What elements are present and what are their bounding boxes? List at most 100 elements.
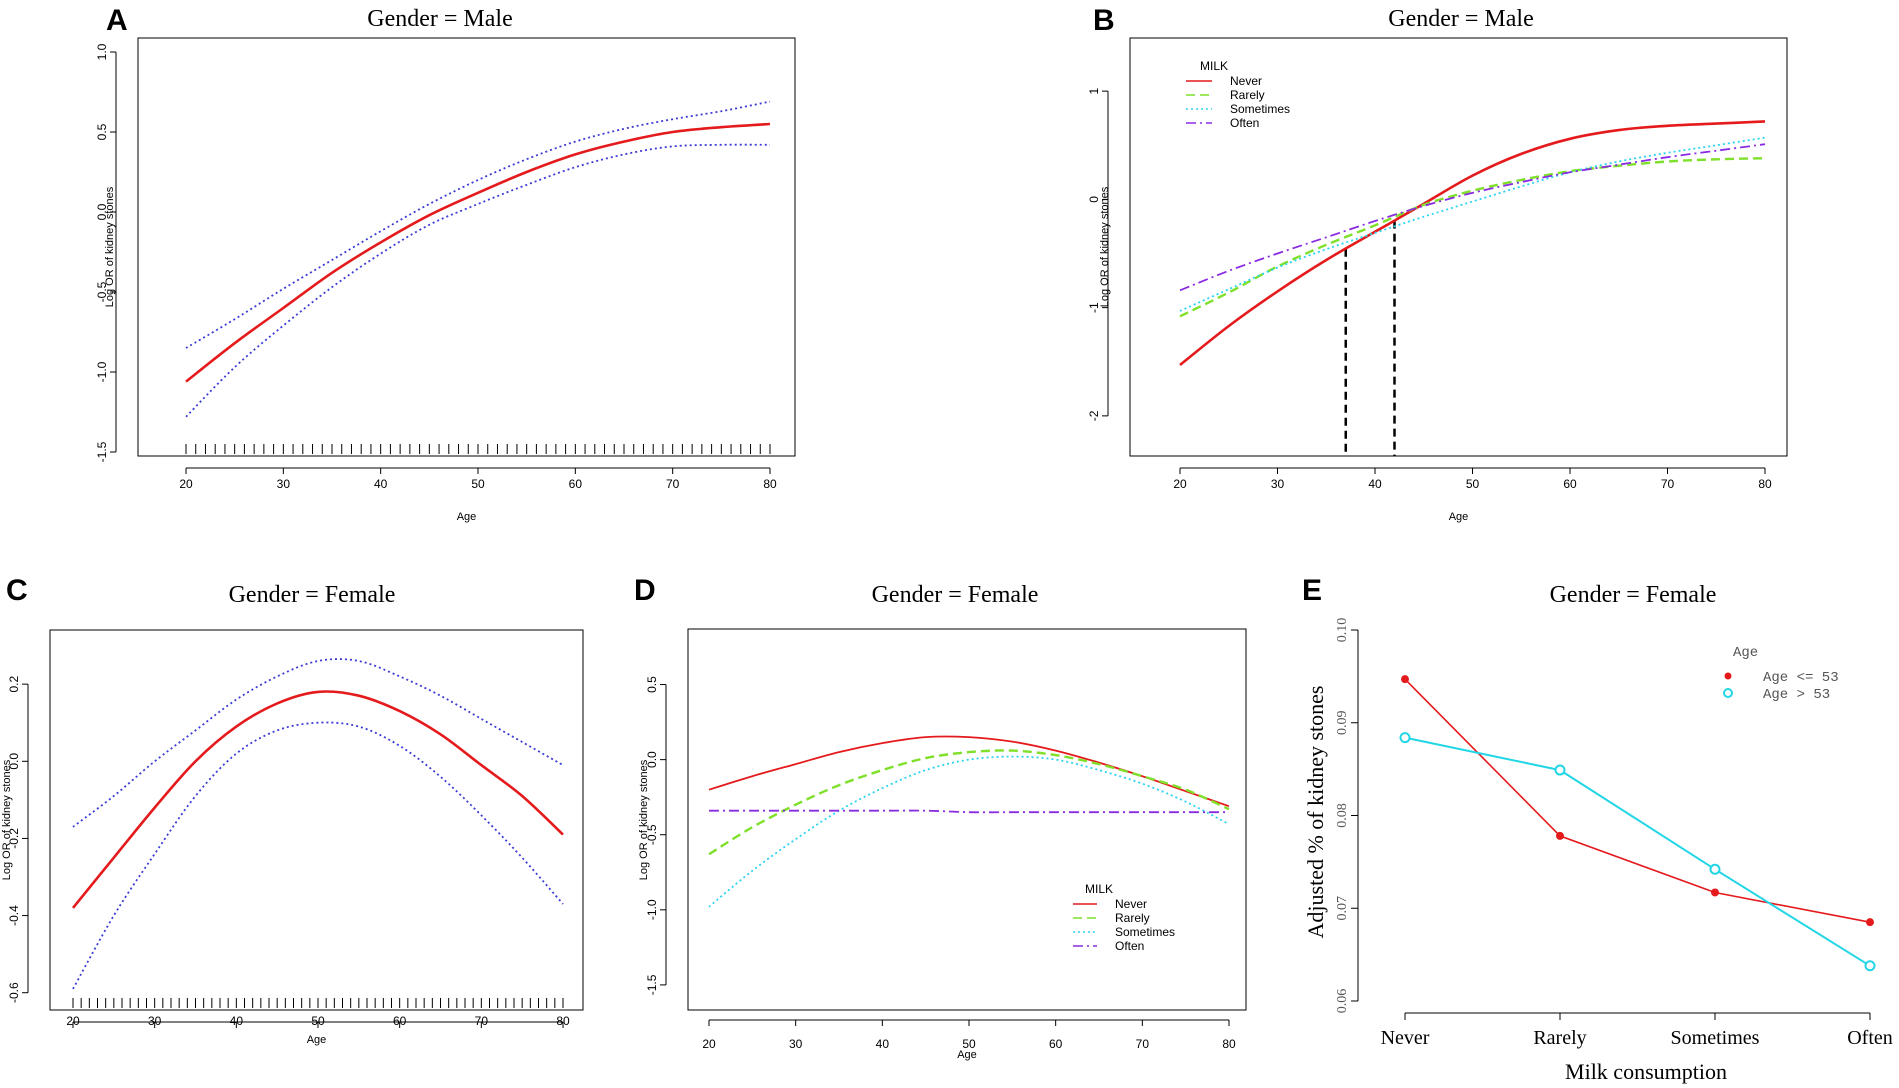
panel-b-legend-title: MILK (1200, 59, 1228, 73)
panel-e-series-line (1404, 678, 1871, 923)
panel-e-x-tick-label: Never (1381, 1027, 1430, 1049)
panel-d-legend-label: Rarely (1115, 911, 1150, 925)
panel-a-y-axis-title: Log OR of kidney stones (104, 186, 116, 307)
panel-a-y-tick-label: -0.5 (95, 281, 109, 302)
panel-d-x-tick-label: 60 (1049, 1037, 1063, 1051)
panel-a-x-axis-title: Age (457, 511, 477, 523)
panel-a-y-tick-label: 1.0 (95, 43, 109, 60)
panel-a-x-tick-label: 40 (374, 477, 388, 491)
panel-b-x-tick-label: 80 (1758, 477, 1772, 491)
panel-e-point (1711, 888, 1719, 897)
panel-d-legend-title: MILK (1085, 882, 1113, 896)
panel-d-plot: -1.5 -1.0 -0.5 0.0 0.5 20 30 40 50 60 70 80 Age Log O… (638, 628, 1247, 1061)
panel-d-series-sometimes-line (708, 755, 1230, 908)
panel-e-point (1864, 960, 1876, 972)
panel-e-point (1401, 675, 1409, 684)
panel-e-legend-label: Age > 53 (1763, 687, 1830, 703)
panel-e-point (1556, 831, 1564, 840)
panel-c-y-tick-label: 0.0 (7, 753, 21, 770)
panel-b-y-tick-label: -2 (1087, 410, 1101, 421)
panel-b-y-tick-label: -1 (1087, 302, 1101, 313)
panel-d-y-tick-label: -1.5 (645, 974, 659, 995)
panel-a-y-tick-label: 0.5 (95, 123, 109, 140)
panel-e-y-tick-label: 0.09 (1335, 711, 1350, 736)
panel-b-y-axis-title: Log OR of kidney stones (1099, 186, 1111, 307)
panel-a-y-tick-label: -1.5 (95, 441, 109, 462)
panel-b-letter: B (1093, 4, 1115, 37)
panel-c-y-tick-label: -0.6 (7, 982, 21, 1003)
panel-b-legend-label: Sometimes (1230, 102, 1290, 116)
panel-a-plot-frame (137, 37, 796, 457)
panel-d-y-tick-label: 0.0 (645, 751, 659, 768)
panel-d-legend-label: Never (1115, 897, 1147, 911)
panel-c-x-tick-label: 20 (66, 1014, 80, 1028)
panel-a-title: Gender = Male (367, 6, 512, 32)
panel-c-title: Gender = Female (229, 582, 396, 608)
panel-e-series-line (1404, 736, 1871, 967)
panel-e-plot: 0.06 0.07 0.08 0.09 0.10 Never Rarely Sometimes… (1303, 618, 1893, 1084)
panel-e-x-tick-label: Sometimes (1671, 1027, 1760, 1049)
panel-b-series-often-line (1179, 143, 1766, 292)
panel-c-y-tick-label: -0.4 (7, 905, 21, 926)
panel-a-y-tick-label: -1.0 (95, 361, 109, 382)
panel-a-letter: A (106, 4, 128, 37)
panel-d-x-tick-label: 70 (1136, 1037, 1150, 1051)
panel-c-y-tick-label: 0.2 (7, 675, 21, 692)
panel-d-series-never-line (708, 735, 1230, 808)
panel-b-plot-frame (1129, 37, 1788, 457)
panel-e-point (1866, 918, 1874, 927)
panel-c-letter: C (6, 574, 28, 607)
panel-e-y-tick-label: 0.06 (1335, 989, 1350, 1014)
panel-e-letter: E (1302, 574, 1322, 607)
panel-b-x-tick-label: 60 (1563, 477, 1577, 491)
panel-e-legend-label: Age <= 53 (1763, 670, 1839, 686)
panel-d-x-tick-label: 80 (1222, 1037, 1236, 1051)
panel-b-x-tick-label: 70 (1661, 477, 1675, 491)
panel-c-x-tick-label: 70 (475, 1014, 489, 1028)
panel-b-series-never-line (1179, 120, 1766, 367)
panel-d-x-tick-label: 50 (962, 1037, 976, 1051)
panel-d-x-tick-label: 20 (702, 1037, 716, 1051)
panel-d-y-tick-label: -1.0 (645, 899, 659, 920)
panel-e-point (1399, 732, 1411, 744)
panel-a-x-tick-label: 70 (666, 477, 680, 491)
panel-d-y-axis-title: Log OR of kidney stones (638, 759, 650, 880)
panel-d-title: Gender = Female (872, 582, 1039, 608)
panel-b-plot: -2 -1 0 1 20 30 40 50 60 70 80 Age Log OR of kidney … (1087, 37, 1788, 523)
plots: -1.5 -1.0 -0.5 0.0 0.5 1.0 20 30 40 50 60 70 80 Age Lo… (1, 37, 1893, 1084)
panel-c-series-lower-95-ci-line (72, 721, 564, 990)
panel-b-legend-label: Never (1230, 74, 1262, 88)
panel-d-series-rarely-line (708, 749, 1230, 856)
panel-a-series-estimate-line (185, 122, 771, 383)
panel-e-y-tick-label: 0.07 (1335, 896, 1350, 921)
panel-b-y-tick-label: 1 (1087, 87, 1101, 94)
panel-c-plot-frame (49, 629, 584, 1011)
panel-a-x-tick-label: 20 (179, 477, 193, 491)
panel-a-series-upper-95-ci-line (185, 100, 771, 349)
panel-c-x-tick-label: 80 (556, 1014, 570, 1028)
panel-e-x-axis-title: Milk consumption (1565, 1059, 1727, 1084)
panel-e-legend-title: Age (1733, 645, 1758, 661)
panel-a-x-tick-label: 50 (471, 477, 485, 491)
panel-d-y-tick-label: 0.5 (645, 676, 659, 693)
panel-d-x-axis-title: Age (957, 1049, 977, 1061)
panel-b-legend-label: Rarely (1230, 88, 1265, 102)
panel-b-x-tick-label: 40 (1368, 477, 1382, 491)
panel-b-series-sometimes-line (1179, 136, 1766, 312)
panel-c-x-tick-label: 60 (393, 1014, 407, 1028)
panel-c-series-estimate-line (71, 690, 564, 909)
panel-a-x-tick-label: 80 (763, 477, 777, 491)
panel-e-point (1709, 863, 1721, 875)
panel-c-x-tick-label: 40 (230, 1014, 244, 1028)
panel-e-y-tick-label: 0.08 (1335, 803, 1350, 828)
panel-d-x-tick-label: 30 (789, 1037, 803, 1051)
panel-d-legend-label: Sometimes (1115, 925, 1175, 939)
panel-b-x-tick-label: 50 (1466, 477, 1480, 491)
panel-e-title: Gender = Female (1550, 582, 1717, 608)
panel-e-x-tick-label: Rarely (1533, 1027, 1586, 1049)
panel-a-series-lower-95-ci-line (185, 143, 771, 418)
panel-d-x-tick-label: 40 (876, 1037, 890, 1051)
panel-c-y-axis-title: Log OR of kidney stones (1, 759, 13, 880)
panel-c-x-tick-label: 50 (311, 1014, 325, 1028)
